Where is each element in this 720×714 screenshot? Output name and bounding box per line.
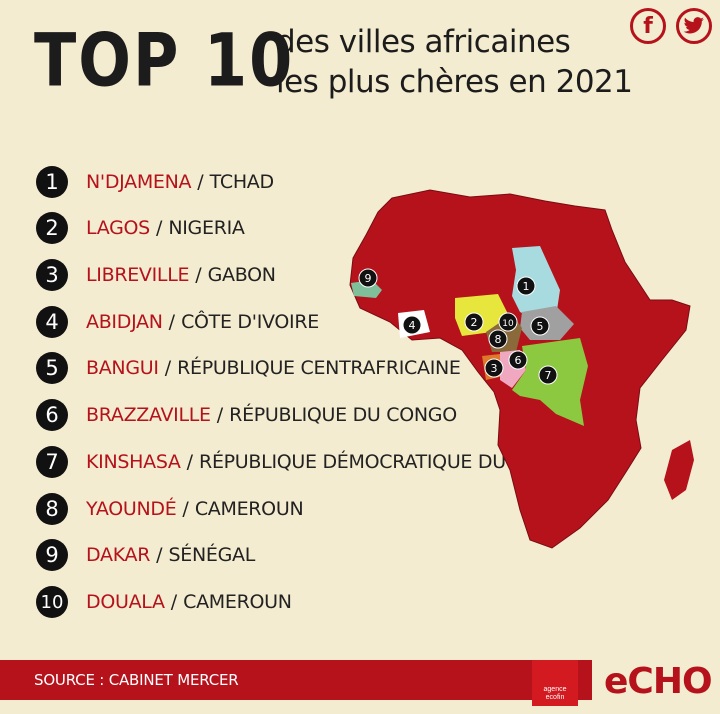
country-name: GABON xyxy=(207,264,276,286)
map-marker xyxy=(530,316,550,336)
list-item: 10 DOUALA / CAMEROUN xyxy=(36,585,292,619)
map-marker-label: 4 xyxy=(409,319,416,332)
map-markers: 1 2 3 4 5 6 7 8 9 10 xyxy=(358,268,558,385)
list-item: 5 BANGUI / RÉPUBLIQUE CENTRAFRICAINE xyxy=(36,351,461,385)
map-marker xyxy=(488,329,508,349)
country-name: TCHAD xyxy=(209,171,274,193)
list-item: 1 N'DJAMENA / TCHAD xyxy=(36,165,274,199)
map-marker-label: 1 xyxy=(523,280,530,293)
echo-logo: eCHO xyxy=(604,661,713,702)
madagascar-shape xyxy=(664,440,694,500)
city-name: N'DJAMENA xyxy=(86,171,192,193)
title-top10: TOP 10 xyxy=(34,17,295,104)
map-marker-label: 8 xyxy=(495,333,502,346)
separator: / xyxy=(168,311,176,333)
country-name: CAMEROUN xyxy=(183,591,292,613)
city-name: BANGUI xyxy=(86,357,159,379)
rank-badge: 2 xyxy=(36,212,68,244)
facebook-glyph: f xyxy=(643,13,653,39)
list-item: 7 KINSHASA / RÉPUBLIQUE DÉMOCRATIQUE DU … xyxy=(36,445,582,479)
rank-badge: 4 xyxy=(36,306,68,338)
list-item: 9 DAKAR / SÉNÉGAL xyxy=(36,538,255,572)
map-marker xyxy=(484,358,504,378)
tchad-shape xyxy=(512,246,560,320)
city-name: DOUALA xyxy=(86,591,165,613)
africa-map: 1 2 3 4 5 6 7 8 9 10 xyxy=(349,189,694,549)
separator: / xyxy=(195,264,202,286)
source-label: SOURCE : CABINET MERCER xyxy=(34,671,239,689)
list-item: 4 ABIDJAN / CÔTE D'IVOIRE xyxy=(36,305,319,339)
map-marker xyxy=(498,312,518,332)
map-marker-label: 3 xyxy=(491,362,498,375)
country-name: SÉNÉGAL xyxy=(168,544,256,566)
facebook-icon[interactable]: f xyxy=(630,8,666,44)
map-marker-label: 7 xyxy=(545,369,552,382)
city-name: BRAZZAVILLE xyxy=(86,404,211,426)
country-name: RÉPUBLIQUE DU CONGO xyxy=(229,404,457,426)
country-name: CÔTE D'IVOIRE xyxy=(181,311,319,333)
subtitle-line-1: des villes africaines xyxy=(276,24,571,60)
rank-badge: 9 xyxy=(36,539,68,571)
city-name: YAOUNDÉ xyxy=(86,498,177,520)
subtitle: des villes africaines les plus chères en… xyxy=(276,22,633,102)
map-marker xyxy=(538,365,558,385)
city-name: LIBREVILLE xyxy=(86,264,190,286)
separator: / xyxy=(216,404,224,426)
map-marker xyxy=(402,315,422,335)
country-name: RÉPUBLIQUE CENTRAFRICAINE xyxy=(177,357,461,379)
map-marker xyxy=(516,276,536,296)
city-name: KINSHASA xyxy=(86,451,181,473)
rank-badge: 7 xyxy=(36,446,68,478)
map-marker-label: 9 xyxy=(365,272,372,285)
separator: / xyxy=(156,544,163,566)
city-name: LAGOS xyxy=(86,217,150,239)
map-marker xyxy=(464,312,484,332)
map-marker-label: 6 xyxy=(515,354,522,367)
separator: / xyxy=(186,451,194,473)
city-name: DAKAR xyxy=(86,544,151,566)
rank-badge: 8 xyxy=(36,493,68,525)
list-item: 8 YAOUNDÉ / CAMEROUN xyxy=(36,492,304,526)
rank-badge: 10 xyxy=(36,586,68,618)
separator: / xyxy=(197,171,204,193)
map-marker-label: 10 xyxy=(502,319,514,329)
map-marker xyxy=(358,268,378,288)
twitter-icon[interactable] xyxy=(676,8,712,44)
rank-badge: 1 xyxy=(36,166,68,198)
rank-badge: 5 xyxy=(36,352,68,384)
ecofin-text: agence ecofin xyxy=(544,686,567,702)
map-marker-label: 2 xyxy=(471,316,478,329)
twitter-bird-icon xyxy=(683,17,704,34)
list-item: 3 LIBREVILLE / GABON xyxy=(36,258,276,292)
separator: / xyxy=(164,357,172,379)
city-name: ABIDJAN xyxy=(86,311,163,333)
rank-badge: 6 xyxy=(36,399,68,431)
separator: / xyxy=(182,498,189,520)
ecofin-line-2: ecofin xyxy=(545,694,565,701)
map-marker xyxy=(508,350,528,370)
separator: / xyxy=(155,217,163,239)
country-name: NIGERIA xyxy=(168,217,245,239)
country-name: RÉPUBLIQUE DÉMOCRATIQUE DU CONGO xyxy=(199,451,583,473)
echo-logo-background xyxy=(592,660,720,700)
rank-badge: 3 xyxy=(36,259,68,291)
subtitle-line-2: les plus chères en 2021 xyxy=(276,64,633,100)
list-item: 2 LAGOS / NIGERIA xyxy=(36,211,245,245)
list-item: 6 BRAZZAVILLE / RÉPUBLIQUE DU CONGO xyxy=(36,398,457,432)
map-marker-label: 5 xyxy=(537,320,544,333)
country-name: CAMEROUN xyxy=(194,498,304,520)
ecofin-line-1: agence xyxy=(543,686,567,693)
separator: / xyxy=(170,591,178,613)
agence-ecofin-logo: agence ecofin xyxy=(532,660,578,706)
